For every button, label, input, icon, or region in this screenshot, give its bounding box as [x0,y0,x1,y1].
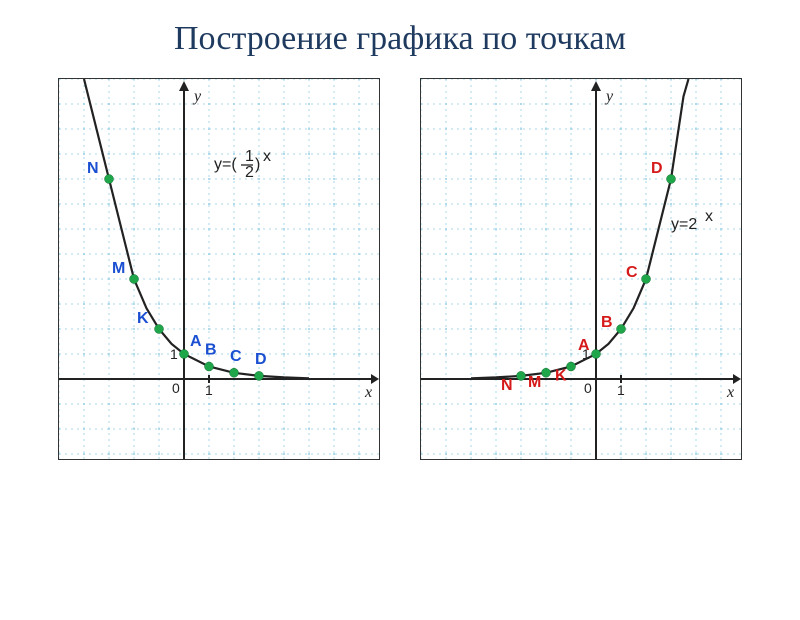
svg-text:C: C [626,264,638,281]
right-chart-svg: yx110NMKABCDy=2x [421,79,741,459]
svg-text:y: y [192,88,202,105]
svg-text:1: 1 [245,148,254,165]
svg-text:A: A [578,337,590,354]
svg-text:y: y [604,88,614,105]
left-chart: yx110NMKABCDy=(12)x [58,78,380,460]
svg-text:x: x [364,384,372,401]
svg-text:K: K [137,310,149,327]
svg-text:y=(: y=( [214,156,237,173]
svg-text:N: N [87,160,99,177]
svg-text:A: A [190,333,202,350]
svg-text:C: C [230,348,242,365]
svg-text:0: 0 [172,380,180,396]
svg-text:N: N [501,377,513,394]
svg-text:0: 0 [584,380,592,396]
svg-text:M: M [528,374,541,391]
page-title: Построение графика по точкам [0,20,800,58]
svg-text:x: x [263,148,271,165]
svg-text:D: D [651,160,663,177]
svg-text:B: B [205,342,217,359]
charts-row: yx110NMKABCDy=(12)x yx110NMKABCDy=2x [0,78,800,460]
svg-text:B: B [601,314,613,331]
svg-text:x: x [705,208,713,225]
right-chart: yx110NMKABCDy=2x [420,78,742,460]
svg-text:x: x [726,384,734,401]
left-chart-svg: yx110NMKABCDy=(12)x [59,79,379,459]
svg-text:): ) [255,156,260,173]
svg-text:y=2: y=2 [671,216,697,233]
svg-text:D: D [255,351,267,368]
svg-text:K: K [555,368,567,385]
svg-text:2: 2 [245,164,254,181]
svg-text:1: 1 [205,382,213,398]
svg-text:1: 1 [617,382,625,398]
svg-text:M: M [112,260,125,277]
